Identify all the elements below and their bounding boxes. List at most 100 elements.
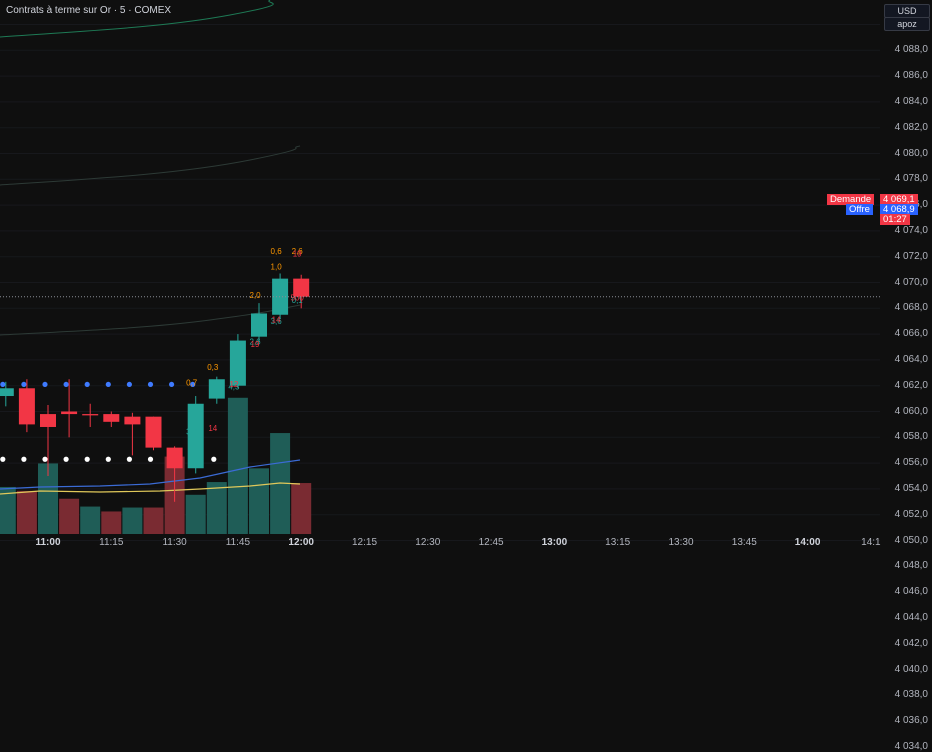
price-tick-label: 4 034,0 [894, 740, 928, 752]
delta-label: 3,6 [271, 317, 283, 326]
price-tick-label: 4 054,0 [894, 482, 928, 494]
vwap-dot-white [42, 456, 48, 462]
vwap-dot-blue [21, 381, 27, 388]
price-tick-label: 4 038,0 [894, 689, 928, 701]
volume-bar [227, 397, 248, 534]
price-tick-label: 4 046,0 [894, 586, 928, 598]
ask-label-tag: Demande [827, 194, 875, 205]
vwap-dot-white [211, 456, 217, 462]
price-tick-label: 4 056,0 [894, 457, 928, 469]
scale-button[interactable]: apoz [884, 17, 930, 31]
price-tick-label: 4 050,0 [894, 534, 928, 546]
vwap-dot-blue [169, 381, 175, 388]
vwap-dot-white [63, 456, 69, 462]
time-tick-label: 12:00 [288, 537, 314, 548]
time-tick-label: 11:00 [35, 537, 61, 548]
price-axis[interactable]: 4 090,04 088,04 086,04 084,04 082,04 080… [880, 0, 932, 752]
price-tick-label: 4 062,0 [894, 379, 928, 391]
price-tick-label: 4 070,0 [894, 276, 928, 288]
candle-body [166, 447, 183, 469]
volume-bar [0, 486, 16, 534]
countdown-tag: 01:27 [880, 214, 910, 225]
price-tick-label: 4 058,0 [894, 431, 928, 443]
time-tick-label: 12:15 [351, 537, 378, 548]
candle-body [103, 414, 120, 422]
price-tick-label: 4 078,0 [894, 173, 928, 185]
price-tick-label: 4 052,0 [894, 508, 928, 520]
volume-bar [249, 468, 269, 534]
time-tick-label: 13:00 [541, 537, 568, 548]
volume-bar [291, 483, 312, 534]
ask-price-tag: 4 069,1 [880, 194, 918, 205]
vwap-dot-white [105, 456, 111, 462]
time-tick-label: 13:30 [668, 537, 694, 548]
time-tick-label: 13:45 [731, 537, 757, 548]
volume-bar [38, 463, 58, 534]
bid-price-tag: 4 068,9 [880, 204, 918, 215]
vwap-dot-blue [42, 381, 48, 388]
price-tick-label: 4 082,0 [894, 121, 928, 133]
chart-canvas[interactable]: 0,7 0,3 2,0 1,0 0,6 2,6 3,7 4,3 2,6 3,6 0,1 14 12 19 1… [0, 0, 880, 748]
candle-body [229, 340, 246, 386]
candle-body [145, 416, 162, 448]
price-tick-label: 4 064,0 [894, 353, 928, 365]
vwap-dot-blue [126, 381, 132, 388]
mid-band-line [0, 145, 301, 186]
price-tick-label: 4 048,0 [894, 560, 928, 572]
bid-label-tag: Offre [846, 204, 873, 215]
volume-bar [16, 490, 37, 534]
time-tick-label: 12:45 [478, 537, 504, 548]
vwap-dot-white [21, 456, 27, 462]
delta-label: 2,6 [249, 337, 261, 346]
vwap-dot-white [0, 456, 6, 462]
delta-label: 1,0 [271, 263, 283, 272]
volume-bar [143, 507, 164, 534]
delta-label: 0,1 [292, 296, 304, 305]
time-tick-label: 14:1 [861, 537, 881, 548]
vwap-dot-blue [84, 381, 90, 388]
price-tick-label: 4 042,0 [894, 637, 928, 649]
time-tick-label: 11:30 [162, 537, 187, 548]
candle-body [18, 388, 35, 425]
candle-body [124, 416, 141, 425]
candle-body [293, 278, 310, 297]
volume-bar [206, 482, 227, 534]
vwap-dot-blue [147, 381, 154, 388]
delta-label: 14 [272, 315, 281, 324]
delta-label: 3,7 [186, 428, 198, 437]
delta-label: 2,0 [249, 291, 261, 300]
vwap-dot-white [147, 456, 154, 462]
volume-ma-yellow [0, 482, 301, 495]
time-tick-label: 14:00 [794, 537, 821, 548]
candle-body [251, 313, 267, 337]
symbol-title[interactable]: Contrats à terme sur Or · 5 · COMEX [6, 5, 172, 16]
time-tick-label: 11:15 [99, 537, 124, 548]
time-tick-label: 13:15 [605, 537, 631, 548]
delta-label: 0,6 [271, 247, 283, 256]
delta-label: 4,3 [228, 383, 240, 392]
chart-area[interactable]: 0,7 0,3 2,0 1,0 0,6 2,6 3,7 4,3 2,6 3,6 0,1 14 12 19 1… [0, 0, 880, 748]
candle-body [187, 403, 204, 469]
upper-band-line [0, 0, 274, 38]
price-tick-label: 4 080,0 [894, 147, 928, 159]
delta-label: 14 [208, 424, 217, 433]
volume-bar [122, 507, 143, 534]
time-tick-label: 12:30 [415, 537, 441, 548]
delta-label: 2,6 [292, 247, 304, 256]
price-tick-label: 4 072,0 [894, 250, 928, 262]
delta-label: 19 [293, 250, 302, 259]
candle-body [0, 388, 14, 397]
currency-button[interactable]: USD [884, 4, 930, 18]
vwap-dot-white [84, 456, 90, 462]
price-tick-label: 4 066,0 [894, 328, 928, 340]
vwap-dot-blue [105, 381, 111, 388]
vwap-dot-blue [190, 381, 196, 388]
price-tick-label: 4 084,0 [894, 95, 928, 107]
delta-label: 0,3 [207, 363, 219, 372]
price-tick-label: 4 060,0 [894, 405, 928, 417]
candle-body [61, 411, 78, 415]
volume-bar [101, 511, 122, 534]
delta-label: 0,7 [186, 379, 198, 388]
candle-body [82, 414, 99, 416]
volume-bar [59, 498, 80, 534]
